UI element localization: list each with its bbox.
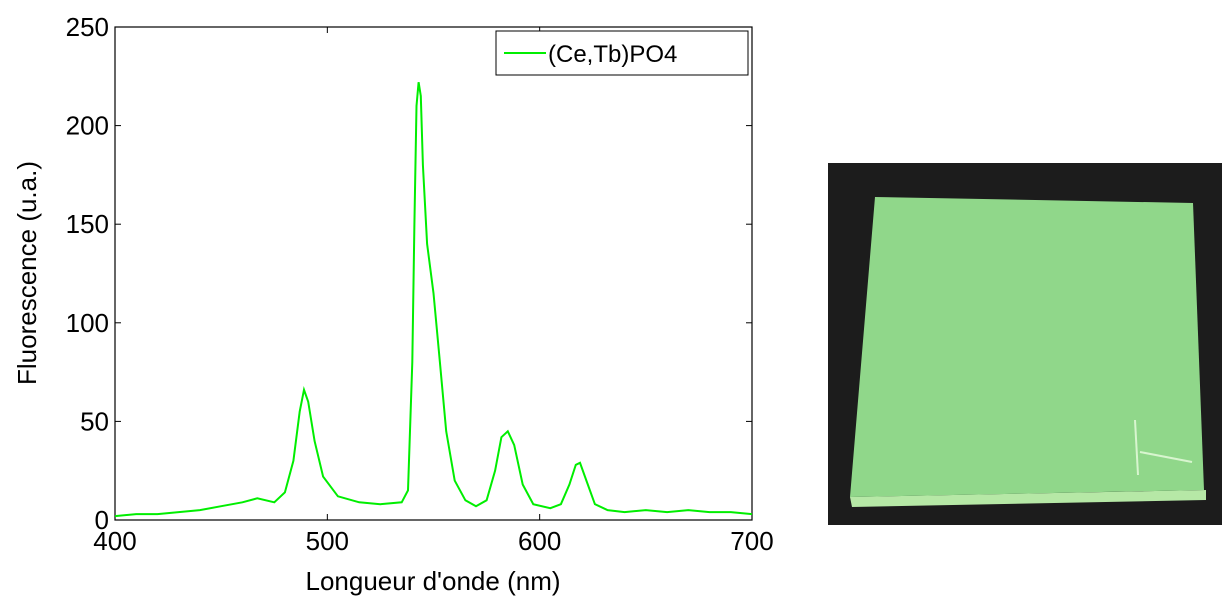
y-tick-label: 0 [95,505,109,535]
scratch [1139,451,1193,463]
y-tick-label: 50 [80,406,109,436]
x-tick-label: 500 [306,526,349,556]
y-axis-label: Fluorescence (u.a.) [12,161,42,385]
legend: (Ce,Tb)PO4 [495,30,749,76]
x-axis-label: Longueur d'onde (nm) [305,566,560,596]
y-tick-label: 100 [66,308,109,338]
sample-edge [850,490,1206,507]
x-tick-label: 400 [93,526,136,556]
data-line [114,82,753,518]
scratch [1134,419,1139,476]
photo [828,163,1222,525]
y-tick-label: 250 [66,12,109,42]
plot-area [114,26,753,521]
x-tick-label: 700 [730,526,773,556]
sample-plate [850,197,1204,497]
x-tick-label: 600 [518,526,561,556]
y-tick-label: 200 [66,111,109,141]
y-tick-label: 150 [66,209,109,239]
legend-label: (Ce,Tb)PO4 [548,41,677,68]
